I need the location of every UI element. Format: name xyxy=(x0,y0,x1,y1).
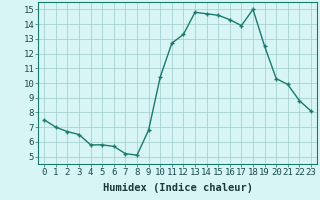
X-axis label: Humidex (Indice chaleur): Humidex (Indice chaleur) xyxy=(103,183,252,193)
